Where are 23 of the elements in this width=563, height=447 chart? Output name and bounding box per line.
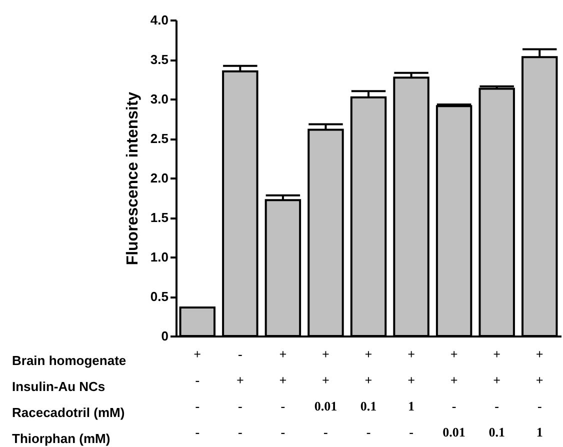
x-tick-label: + + - 0.01 <box>442 346 466 440</box>
text: Brain homogenate <box>12 352 126 370</box>
x-tick-label: + + - - <box>279 346 287 440</box>
x-tick-label: - + - - <box>236 346 244 440</box>
y-tick-label: 3.5 <box>150 52 168 67</box>
x-tick-label: + + 1 - <box>408 346 415 440</box>
x-tick-label: + + - 1 <box>536 346 544 440</box>
text: Insulin-Au NCs <box>12 378 106 396</box>
x-tick-label: + + - 0.1 <box>488 346 505 440</box>
x-tick-label: + + 0.01 - <box>314 346 338 440</box>
y-tick-label: 2.5 <box>150 131 168 146</box>
y-tick-label: 0.5 <box>150 289 168 304</box>
x-tick-label: + + 0.1 - <box>360 346 377 440</box>
y-tick-label: 3.0 <box>150 92 168 106</box>
y-tick-label: 1.0 <box>150 250 168 264</box>
y-tick-label: 0 <box>161 328 168 344</box>
y-axis-title: Fluorescence intensity <box>124 92 142 266</box>
text: Racecadotril (mM) <box>12 404 126 422</box>
x-tick-label: + - - - <box>194 346 202 440</box>
y-tick-label: 4.0 <box>150 12 168 28</box>
text: Thiorphan (mM) <box>12 430 112 447</box>
y-tick-label: 1.5 <box>150 210 168 225</box>
y-tick-label: 2.0 <box>150 170 168 186</box>
